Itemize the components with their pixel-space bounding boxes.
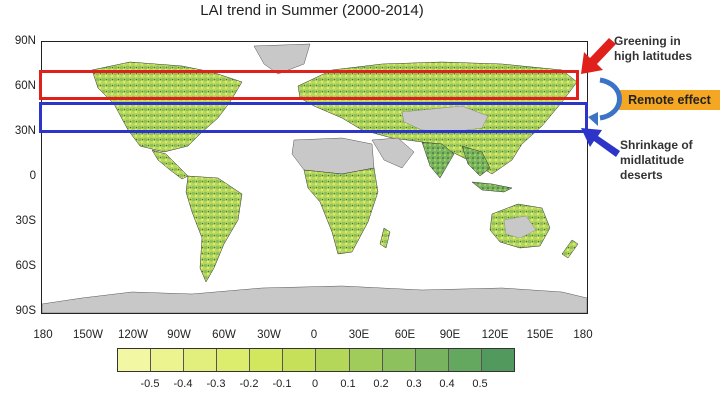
colorbar-swatch [250,349,284,371]
x-label-120w: 120W [117,329,149,341]
x-label-150e: 150E [526,329,554,341]
colorbar-swatch [316,349,350,371]
arabia [371,137,415,169]
se-asia [461,145,491,177]
greenland [253,43,311,75]
new-zealand [561,239,579,259]
x-label-30w: 30W [257,329,281,341]
colorbar-swatch [382,349,416,371]
colorbar-swatch [151,349,185,371]
x-label-60e: 60E [394,329,416,341]
y-label-90s: 90S [15,305,36,317]
x-label-180w: 180 [33,329,53,341]
x-label-180e: 180 [573,329,593,341]
colorbar [117,348,515,372]
x-label-60w: 60W [212,329,236,341]
antarctica [42,285,587,313]
indonesia [471,181,513,193]
x-label-90w: 90W [167,329,191,341]
colorbar-swatch [184,349,218,371]
colorbar-swatch [448,349,482,371]
x-label-30e: 30E [348,329,370,341]
map-title: LAI trend in Summer (2000-2014) [200,2,424,19]
y-label-0: 0 [29,170,36,182]
colorbar-swatch [481,349,514,371]
remote-effect-label: Remote effect [619,90,720,110]
colorbar-swatch [283,349,317,371]
colorbar-tick-label: 0.5 [472,378,488,390]
colorbar-tick-label: 0.3 [406,378,422,390]
africa-south [303,167,379,255]
colorbar-tick-label: -0.4 [173,378,193,390]
x-label-90e: 90E [439,329,461,341]
x-label-120e: 120E [481,329,509,341]
colorbar-swatch [217,349,251,371]
colorbar-tick-label: 0.4 [439,378,455,390]
colorbar-tick-label: 0.2 [373,378,389,390]
x-label-150w: 150W [72,329,104,341]
north-america [91,61,243,153]
colorbar-tick-label: 0.1 [340,378,356,390]
africa-sahara [291,137,375,175]
world-map [41,41,588,314]
south-america [185,175,243,283]
y-label-60n: 60N [14,80,36,92]
midlatitude-box [39,102,588,133]
colorbar-tick-label: -0.1 [272,378,292,390]
shrinkage-note: Shrinkage of midlatitude deserts [620,138,693,182]
india [421,141,455,179]
high-latitude-box [39,70,579,100]
colorbar-tick-label: 0 [311,378,319,390]
curved-arrow-icon [599,77,622,121]
y-label-30n: 30N [14,125,36,137]
colorbar-swatch [415,349,449,371]
colorbar-tick-label: -0.3 [206,378,226,390]
y-label-90n: 90N [14,35,36,47]
x-label-0: 0 [310,329,318,341]
colorbar-tick-label: -0.2 [239,378,259,390]
y-label-60s: 60S [15,260,36,272]
australia-desert [503,215,537,239]
madagascar [379,227,391,249]
colorbar-swatch [349,349,383,371]
colorbar-tick-label: -0.5 [140,378,160,390]
central-america [151,149,189,180]
map-svg [42,43,587,313]
y-label-30s: 30S [15,215,36,227]
colorbar-swatch [118,349,152,371]
greening-note: Greening in high latitudes [614,34,692,63]
